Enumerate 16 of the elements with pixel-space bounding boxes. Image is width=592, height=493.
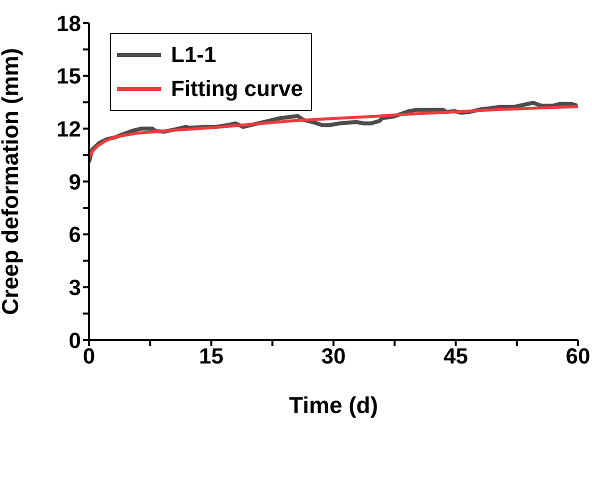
x-tick-label: 60 xyxy=(566,344,590,369)
y-tick-label: 9 xyxy=(68,169,81,194)
y-tick-label: 18 xyxy=(56,10,81,36)
y-axis-title: Creep deformation (mm) xyxy=(0,48,24,316)
y-tick-label: 6 xyxy=(68,222,81,248)
y-tick-label: 12 xyxy=(56,116,81,142)
x-tick-label: 30 xyxy=(321,344,346,369)
y-tick-label: 0 xyxy=(68,328,81,353)
legend-label: L1-1 xyxy=(171,42,216,68)
x-tick-label: 15 xyxy=(199,344,224,369)
x-tick-label: 45 xyxy=(444,344,468,369)
y-tick-label: 3 xyxy=(68,274,81,300)
line-series xyxy=(89,105,578,158)
legend-label: Fitting curve xyxy=(171,76,304,102)
y-tick-label: 15 xyxy=(56,64,81,89)
x-axis-title: Time (d) xyxy=(288,392,378,418)
